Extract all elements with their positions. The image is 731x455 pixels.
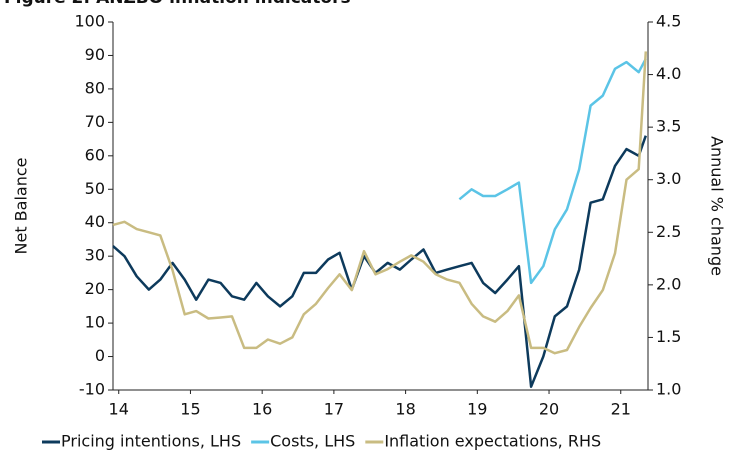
x-tick-label: 14 [109,400,129,419]
x-tick-label: 17 [324,400,344,419]
x-tick-label: 20 [539,400,559,419]
legend-label: Inflation expectations, RHS [384,432,601,451]
x-tick-label: 21 [611,400,631,419]
y-tick-label: 20 [85,279,105,298]
y-axis-label: Net Balance [12,158,31,255]
y2-tick-label: 2.0 [656,274,681,293]
y2-axis-label: Annual % change [708,136,727,276]
y2-tick-label: 1.0 [656,380,681,399]
y-tick-label: 30 [85,246,105,265]
legend-label: Costs, LHS [270,432,355,451]
y-tick-label: -10 [79,380,105,399]
series-line [458,58,647,285]
y-tick-label: 60 [85,145,105,164]
y2-tick-label: 4.5 [656,12,681,31]
y-tick-label: 100 [74,12,105,31]
y-tick-label: 50 [85,179,105,198]
y2-tick-label: 1.5 [656,327,681,346]
y-tick-label: 40 [85,212,105,231]
series-line [112,51,648,355]
y-tick-label: 70 [85,112,105,131]
series-line [112,135,647,388]
legend-label: Pricing intentions, LHS [61,432,241,451]
x-tick-label: 18 [395,400,415,419]
chart-title: Figure 2: ANZBO inflation indicators [4,0,351,8]
x-tick-label: 15 [180,400,200,419]
x-tick-label: 16 [252,400,272,419]
y2-tick-label: 4.0 [656,64,681,83]
y2-tick-label: 3.0 [656,169,681,188]
y-tick-label: 0 [95,346,105,365]
y-tick-label: 80 [85,78,105,97]
x-tick-label: 19 [467,400,487,419]
y2-tick-label: 2.5 [656,222,681,241]
y-tick-label: 10 [85,313,105,332]
y2-tick-label: 3.5 [656,117,681,136]
y-tick-label: 90 [85,45,105,64]
